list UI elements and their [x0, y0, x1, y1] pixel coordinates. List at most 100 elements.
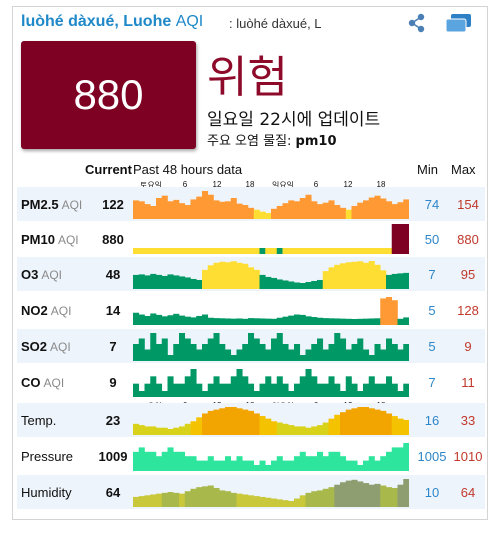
- chart-bar: [230, 492, 237, 507]
- chart-bar: [156, 383, 163, 397]
- chart-bar: [184, 491, 191, 507]
- chart-bar: [265, 248, 272, 254]
- chart-bar: [282, 316, 289, 325]
- chart-bar: [138, 314, 145, 325]
- chart-bar: [167, 315, 174, 325]
- chart-bar: [225, 262, 232, 289]
- chart-bar: [340, 248, 347, 254]
- chart-bar: [161, 275, 168, 289]
- chart-bar: [351, 408, 358, 435]
- chart-bar: [138, 248, 145, 254]
- chart-bar: [190, 344, 197, 361]
- chart-bar: [363, 200, 370, 219]
- table-row[interactable]: Humidity 64 10 64: [17, 475, 485, 509]
- chart-bar: [374, 383, 381, 397]
- chart-bar: [397, 484, 404, 507]
- chart-bar: [282, 280, 289, 289]
- history-chart[interactable]: [133, 329, 409, 363]
- chart-bar: [357, 202, 364, 219]
- chart-bar: [207, 410, 214, 435]
- chart-bar: [363, 349, 370, 361]
- chart-bar: [259, 496, 266, 507]
- chart-bar: [391, 344, 398, 361]
- chart-bar: [368, 248, 375, 254]
- chart-bar: [357, 318, 364, 325]
- history-chart[interactable]: [133, 475, 409, 509]
- city-title[interactable]: luòhé dàxué, Luohe AQI: [21, 13, 204, 30]
- history-chart[interactable]: [133, 293, 409, 327]
- chart-bar: [271, 498, 278, 507]
- chart-bar: [397, 202, 404, 219]
- chart-bar: [184, 248, 191, 254]
- chart-bar: [184, 338, 191, 361]
- chart-bar: [259, 248, 266, 254]
- chart-bar: [179, 451, 186, 471]
- table-row[interactable]: O3 AQI 48 7 95: [17, 257, 485, 291]
- chart-bar: [374, 409, 381, 435]
- share-icon[interactable]: [406, 12, 428, 34]
- table-row[interactable]: Pressure 1009 1005 1010: [17, 439, 485, 473]
- chart-bar: [253, 318, 260, 325]
- chart-bar: [340, 456, 347, 471]
- chart-bar: [150, 333, 157, 361]
- chart-bar: [138, 425, 145, 435]
- chart-bar: [156, 344, 163, 361]
- chart-bar: [207, 338, 214, 361]
- chart-bar: [363, 383, 370, 397]
- chart-bar: [213, 409, 220, 435]
- chart-bar: [282, 460, 289, 471]
- chart-bar: [317, 204, 324, 219]
- chart-bar: [144, 248, 151, 254]
- history-chart[interactable]: [133, 222, 409, 256]
- chart-bar: [242, 376, 249, 397]
- chart-bar: [230, 355, 237, 361]
- history-chart[interactable]: [133, 403, 409, 437]
- chart-bar: [328, 248, 335, 254]
- chart-bar: [294, 498, 301, 507]
- history-chart[interactable]: [133, 439, 409, 473]
- chart-bar: [368, 355, 375, 361]
- chart-bar: [374, 248, 381, 254]
- chart-bar: [340, 338, 347, 361]
- table-row[interactable]: CO AQI 9 7 11: [17, 365, 485, 399]
- axis-label: 토요일: [139, 181, 163, 190]
- chart-bar: [190, 248, 197, 254]
- chart-bar: [202, 344, 209, 361]
- chart-bar: [380, 485, 387, 507]
- chart-bar: [219, 460, 226, 471]
- chart-bar: [294, 282, 301, 289]
- chart-bar: [138, 496, 145, 507]
- aqi-level: 위험: [207, 52, 288, 103]
- chart-bar: [368, 261, 375, 289]
- chart-bar: [328, 267, 335, 289]
- chart-bar: [144, 275, 151, 289]
- chart-bar: [213, 318, 220, 325]
- chart-bar: [236, 248, 243, 254]
- history-chart[interactable]: [133, 257, 409, 291]
- table-row[interactable]: Temp. 23 16 33: [17, 403, 485, 437]
- cards-icon[interactable]: [443, 12, 473, 34]
- chart-bar: [328, 344, 335, 361]
- chart-bar: [294, 344, 301, 361]
- chart-bar: [397, 391, 404, 397]
- row-label: Pressure: [21, 449, 74, 464]
- history-chart[interactable]: [133, 365, 409, 399]
- chart-bar: [282, 500, 289, 507]
- table-row[interactable]: NO2 AQI 14 5 128: [17, 293, 485, 327]
- chart-bar: [161, 338, 168, 361]
- history-chart[interactable]: [133, 187, 409, 221]
- chart-bar: [276, 248, 283, 254]
- chart-bar: [138, 274, 145, 289]
- chart-bar: [230, 407, 237, 435]
- chart-bar: [253, 391, 260, 397]
- table-row[interactable]: SO2 AQI 7 5 9: [17, 329, 485, 363]
- table-row[interactable]: PM2.5 AQI 122 74 154: [17, 187, 485, 221]
- chart-bar: [374, 195, 381, 219]
- chart-bar: [391, 224, 398, 254]
- min-value: 7: [428, 267, 436, 282]
- chart-bar: [288, 501, 295, 507]
- chart-bar: [403, 443, 409, 471]
- table-row[interactable]: PM10 AQI 880 50 880: [17, 222, 485, 256]
- chart-bar: [196, 487, 203, 507]
- chart-bar: [236, 318, 243, 325]
